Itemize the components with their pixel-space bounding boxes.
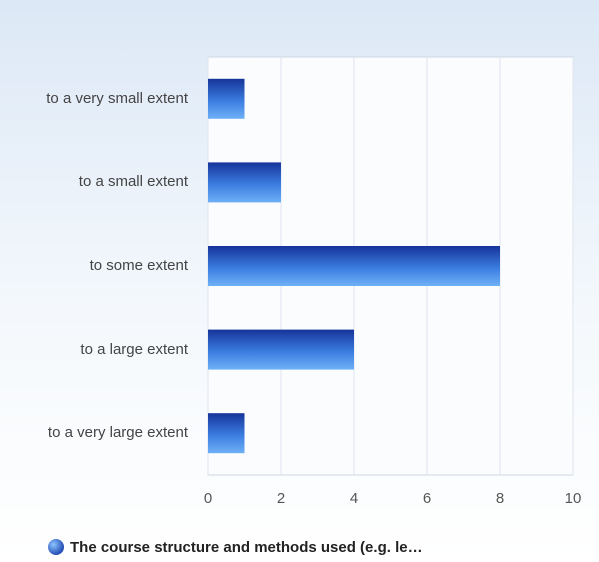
bar xyxy=(208,162,281,203)
y-tick-label: to a small extent xyxy=(78,173,188,191)
x-tick-label: 2 xyxy=(277,490,285,507)
x-tick-label: 0 xyxy=(204,490,212,507)
x-tick-label: 8 xyxy=(496,490,504,507)
y-tick-label: to a large extent xyxy=(80,340,188,358)
bar xyxy=(208,413,245,454)
legend-swatch xyxy=(48,539,64,555)
y-tick-label: to some extent xyxy=(89,257,188,274)
bar xyxy=(208,78,245,119)
bar xyxy=(208,246,500,286)
x-tick-label: 10 xyxy=(565,490,582,507)
y-tick-label: to a very small extent xyxy=(46,89,188,107)
bar xyxy=(208,329,354,370)
x-tick-label: 6 xyxy=(423,490,431,507)
y-tick-label: to a very large extent xyxy=(47,424,188,442)
legend-text: The course structure and methods used (e… xyxy=(70,539,423,556)
x-tick-label: 4 xyxy=(350,490,358,507)
